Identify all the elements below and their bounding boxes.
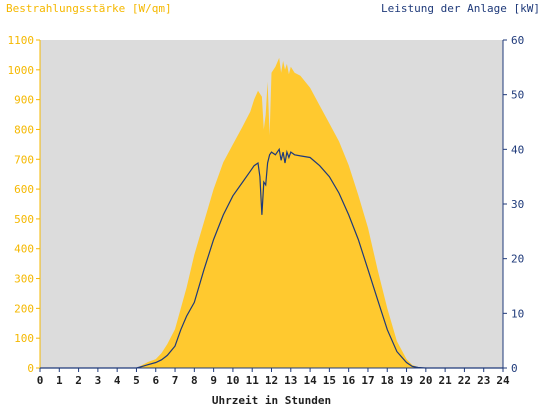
right-axis-title: Leistung der Anlage [kW] xyxy=(381,2,540,15)
series-layer xyxy=(40,57,503,369)
left-tick-label: 1100 xyxy=(8,34,35,47)
right-tick-label: 60 xyxy=(511,34,524,47)
x-tick-label: 1 xyxy=(56,374,63,387)
x-tick-label: 10 xyxy=(226,374,239,387)
left-axis-title: Bestrahlungsstärke [W/qm] xyxy=(6,2,172,15)
x-tick-label: 22 xyxy=(458,374,471,387)
x-tick-label: 16 xyxy=(342,374,356,387)
x-tick-label: 13 xyxy=(284,374,297,387)
x-tick-label: 12 xyxy=(265,374,278,387)
left-tick-label: 800 xyxy=(14,123,34,136)
left-tick-label: 900 xyxy=(14,94,34,107)
left-tick-label: 0 xyxy=(27,362,34,375)
x-tick-label: 17 xyxy=(361,374,374,387)
right-tick-label: 40 xyxy=(511,143,524,156)
x-tick-label: 23 xyxy=(477,374,490,387)
left-tick-label: 600 xyxy=(14,183,34,196)
left-tick-label: 300 xyxy=(14,273,34,286)
left-tick-label: 500 xyxy=(14,213,34,226)
x-tick-label: 18 xyxy=(381,374,394,387)
x-tick-label: 21 xyxy=(439,374,453,387)
axes-layer: 0100200300400500600700800900100011000102… xyxy=(8,34,525,387)
x-tick-label: 8 xyxy=(191,374,198,387)
x-tick-label: 3 xyxy=(95,374,102,387)
left-tick-label: 1000 xyxy=(8,64,35,77)
left-tick-label: 400 xyxy=(14,243,34,256)
x-tick-label: 2 xyxy=(75,374,82,387)
x-axis-title: Uhrzeit in Stunden xyxy=(212,394,331,407)
x-tick-label: 7 xyxy=(172,374,179,387)
x-tick-label: 9 xyxy=(210,374,217,387)
left-tick-label: 200 xyxy=(14,302,34,315)
x-tick-label: 15 xyxy=(323,374,336,387)
x-tick-label: 4 xyxy=(114,374,121,387)
power-line xyxy=(40,147,503,369)
x-tick-label: 19 xyxy=(400,374,413,387)
x-tick-label: 6 xyxy=(152,374,159,387)
x-tick-label: 24 xyxy=(496,374,510,387)
x-tick-label: 0 xyxy=(37,374,44,387)
x-tick-label: 14 xyxy=(303,374,317,387)
irradiance-area xyxy=(40,57,503,369)
x-tick-label: 11 xyxy=(246,374,260,387)
right-tick-label: 20 xyxy=(511,253,524,266)
right-tick-label: 30 xyxy=(511,198,524,211)
right-tick-label: 10 xyxy=(511,307,524,320)
right-tick-label: 0 xyxy=(511,362,518,375)
x-tick-label: 20 xyxy=(419,374,432,387)
x-tick-label: 5 xyxy=(133,374,140,387)
left-tick-label: 700 xyxy=(14,153,34,166)
right-tick-label: 50 xyxy=(511,89,524,102)
left-tick-label: 100 xyxy=(14,332,34,345)
